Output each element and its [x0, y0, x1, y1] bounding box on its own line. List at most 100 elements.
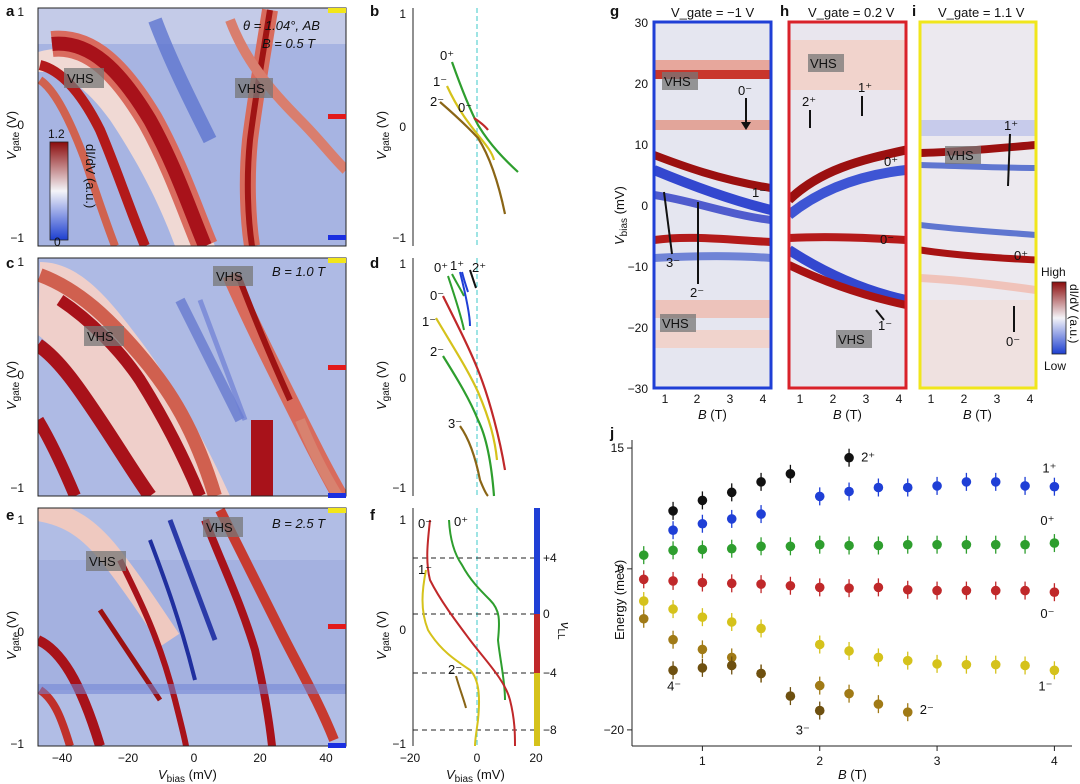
colorbar-ghi	[1051, 281, 1067, 355]
x-tick-label: 1	[699, 754, 706, 768]
data-point	[697, 644, 708, 655]
ylabel-sub: gate	[381, 631, 392, 651]
tick-label: 40	[319, 751, 333, 765]
data-point	[697, 577, 708, 588]
tick-label: −1	[10, 737, 24, 751]
xlabel-sub: bias	[167, 774, 185, 784]
data-point	[844, 452, 854, 463]
title-g: V_gate = −1 V	[671, 5, 754, 20]
tick-label: 30	[635, 16, 649, 30]
label-2plus: 2⁺	[472, 260, 486, 275]
trace-2minus	[439, 101, 507, 215]
trace-2plus	[469, 269, 477, 289]
panel-letter-f: f	[370, 507, 376, 524]
vhs-label: VHS	[238, 81, 265, 96]
panel-letter-g: g	[610, 3, 619, 20]
trace-2minus	[442, 355, 496, 497]
axis-vgate-a: 1 0 −1	[10, 5, 24, 245]
data-point	[1020, 585, 1030, 596]
label-0plus: 0⁺	[454, 514, 468, 529]
nu-tick: −4	[543, 666, 557, 680]
xlabel-unit: (mV)	[473, 767, 505, 782]
panel-letter-e: e	[6, 507, 14, 524]
data-point	[814, 491, 825, 502]
label-2minus: 2⁻	[690, 285, 704, 300]
data-point	[932, 481, 942, 491]
ylabel-unit: (V)	[4, 611, 19, 632]
ylabel-v: V	[374, 150, 389, 160]
xlabel-b-j: B (T)	[838, 767, 867, 782]
tick-label: 0	[399, 120, 406, 134]
xlabel-unit: (T)	[842, 407, 862, 422]
panel-c-heatmap	[37, 257, 347, 497]
data-point	[697, 518, 708, 529]
annotation-a-theta: θ = 1.04°, AB	[243, 18, 320, 33]
ylabel-sub: gate	[381, 131, 392, 151]
ylabel-vgate-d: Vgate (V)	[374, 361, 392, 410]
label-2minus: 2⁻	[430, 94, 444, 109]
colorbar-low: Low	[1044, 359, 1066, 373]
trace-0minus	[426, 519, 516, 747]
ylabel-v: V	[4, 150, 19, 160]
data-point	[990, 539, 1001, 550]
data-point	[638, 550, 649, 560]
data-point	[961, 585, 972, 596]
label-1minus: 1⁻	[433, 74, 447, 89]
data-point	[638, 596, 649, 606]
data-point	[726, 578, 737, 589]
vhs-box	[660, 314, 696, 332]
nu-axis-label: νLL	[555, 622, 573, 640]
data-point	[1049, 587, 1060, 597]
annotation-a-field: B = 0.5 T	[262, 36, 316, 51]
vhs-box	[213, 266, 253, 286]
vhs-box	[64, 68, 104, 88]
title-i: V_gate = 1.1 V	[938, 5, 1025, 20]
nu-bar-red	[534, 614, 540, 674]
data-point	[1049, 538, 1060, 548]
series-label: 1⁺	[1042, 461, 1056, 476]
data-point	[814, 639, 825, 650]
series-label: 3⁻	[796, 723, 810, 738]
data-point	[961, 539, 972, 550]
data-point	[844, 688, 854, 699]
xlabel-unit: (T)	[847, 767, 867, 782]
nu-bar-yellow	[534, 673, 540, 746]
arrow	[875, 309, 885, 321]
panel-d-traces: 0⁺ 1⁺ 2⁺ 0⁻ 1⁻ 2⁻ 3⁻ 1 0 −1	[392, 257, 507, 497]
label-1minus: 1⁻	[418, 562, 432, 577]
data-point	[990, 585, 1001, 596]
vhs-box	[235, 78, 273, 98]
data-point	[873, 699, 884, 709]
ylabel-v: V	[4, 400, 19, 410]
panel-f-traces: 0⁻ 0⁺ 1⁻ 2⁻ 1 0 −1 +4 0 −4 −8 −20 0 20	[392, 508, 557, 765]
axis-vbias-g: 30 20 10 0 −10 −20 −30	[628, 16, 649, 396]
data-point	[814, 539, 825, 550]
data-point	[785, 469, 796, 479]
nu-tick: 0	[543, 607, 550, 621]
tick-label: 2	[830, 392, 837, 406]
ylabel-sub: bias	[619, 218, 630, 236]
vhs-box	[808, 54, 844, 72]
vgate-marker-yellow	[328, 508, 346, 513]
tick-label: 20	[635, 77, 649, 91]
data-point	[902, 707, 913, 717]
label-1minus: 1⁻	[878, 318, 892, 333]
tick-label: 1	[17, 513, 24, 527]
trace-1minus	[421, 569, 480, 747]
data-point	[873, 482, 884, 493]
trace-1minus	[446, 85, 496, 161]
tick-label: −1	[392, 481, 406, 495]
ylabel-vgate-f: Vgate (V)	[374, 611, 392, 660]
vgate-marker-yellow	[328, 258, 346, 263]
colorbar-ghi-label: dI/dV (a.u.)	[1067, 284, 1080, 343]
ylabel-v: V	[612, 235, 627, 245]
ylabel-vgate-c: Vgate (V)	[4, 361, 22, 410]
vhs-label: VHS	[664, 74, 691, 89]
tick-label: 0	[17, 118, 24, 132]
panel-letter-j: j	[609, 425, 614, 442]
ylabel-vgate-b: Vgate (V)	[374, 111, 392, 160]
axis-b-g: 1 2 3 4	[662, 392, 767, 406]
vhs-label: VHS	[67, 71, 94, 86]
tick-label: 1	[797, 392, 804, 406]
data-point	[668, 634, 678, 645]
